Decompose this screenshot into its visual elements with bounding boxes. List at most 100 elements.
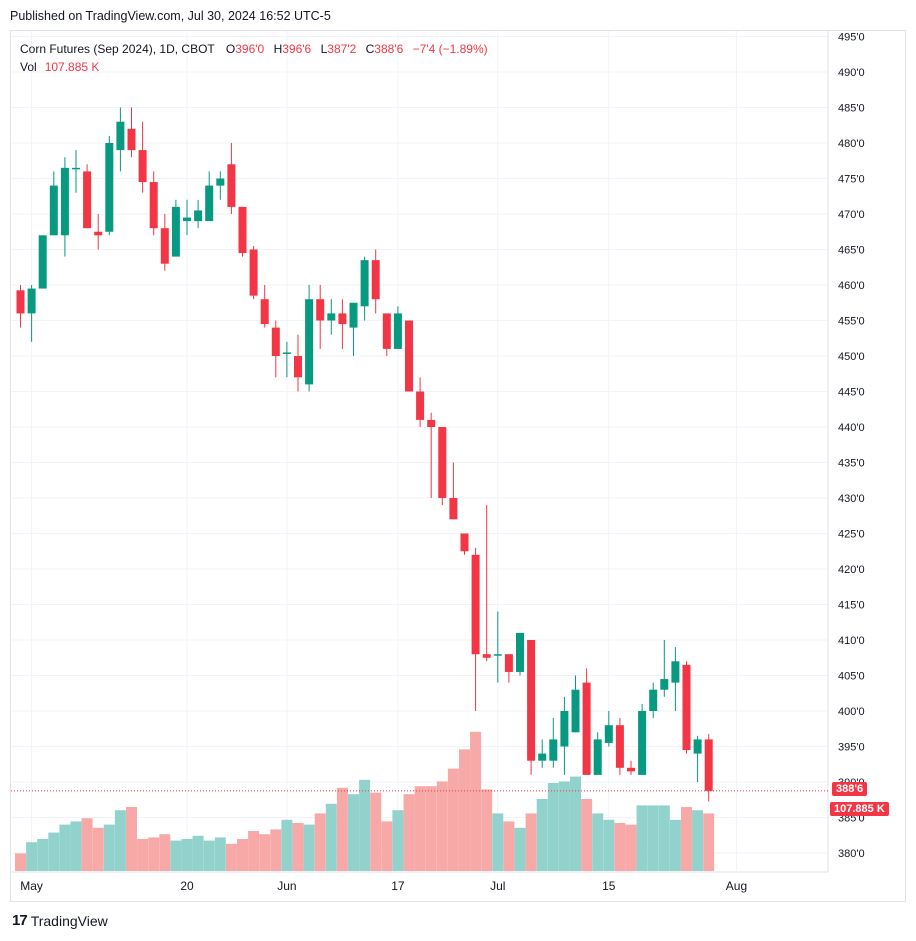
chart-legend: Corn Futures (Sep 2024), 1D, CBOT O396'0… (20, 40, 488, 76)
candle-body (327, 313, 336, 321)
candle-body (205, 185, 214, 222)
volume-bar (592, 813, 604, 871)
chart-frame[interactable] (10, 30, 906, 902)
candle-body (238, 206, 247, 254)
candle-body (604, 725, 613, 743)
candle-body (72, 167, 80, 170)
x-tick-label: May (20, 879, 43, 893)
y-tick-label: 395'0 (838, 742, 865, 754)
volume-bar (37, 839, 49, 871)
volume-bar (26, 842, 38, 871)
volume-bar (15, 853, 26, 871)
volume-bar (314, 813, 326, 871)
y-tick-label: 405'0 (838, 671, 865, 683)
volume-bar (481, 789, 493, 871)
high-label: H (273, 42, 283, 56)
candle-body (482, 654, 491, 658)
volume-bar (603, 819, 615, 871)
candle-body (105, 143, 114, 232)
close-label: C (365, 42, 375, 56)
y-tick-label: 425'0 (838, 529, 865, 541)
candle-body (216, 178, 225, 186)
y-tick-label: 450'0 (838, 351, 865, 363)
candle-body (49, 185, 58, 236)
y-tick-label: 410'0 (838, 635, 865, 647)
volume-bar (270, 829, 282, 871)
candle-body (83, 171, 92, 229)
candle-body (660, 679, 669, 690)
volume-bar (292, 823, 304, 871)
candle-body (160, 228, 169, 264)
open-value: 396'0 (235, 42, 265, 56)
high-value: 396'6 (282, 42, 312, 56)
volume-bar (92, 827, 104, 871)
volume-bar (281, 819, 293, 871)
candle-body (305, 299, 314, 385)
volume-bar (547, 783, 559, 871)
volume-bar (214, 837, 226, 871)
y-tick-label: 380'0 (838, 848, 865, 860)
candle-body (427, 419, 436, 427)
candle-body (127, 128, 136, 151)
y-tick-label: 440'0 (838, 422, 865, 434)
candle-body (693, 739, 702, 754)
volume-bar (692, 810, 704, 871)
open-label: O (225, 42, 236, 56)
y-tick-label: 430'0 (838, 493, 865, 505)
tradingview-logo-icon: 17 (12, 912, 28, 929)
candle-body (183, 217, 191, 222)
volume-bar (514, 827, 526, 871)
volume-bar (658, 805, 670, 871)
candle-body (582, 682, 591, 775)
candle-body (171, 206, 180, 257)
volume-bar (436, 781, 448, 871)
volume-bar (669, 819, 681, 871)
y-tick-label: 485'0 (838, 103, 865, 115)
candle-body (460, 533, 469, 552)
volume-bar (103, 824, 115, 871)
volume-bar (703, 813, 715, 871)
candle-body (527, 640, 536, 761)
candle-body (360, 260, 369, 307)
x-tick-label: 17 (391, 879, 405, 893)
x-tick-label: Jun (277, 879, 296, 893)
volume-bar (492, 813, 504, 871)
candle-body (194, 210, 203, 222)
volume-bar (48, 832, 60, 871)
y-tick-label: 415'0 (838, 600, 865, 612)
volume-bar (470, 731, 482, 871)
last-volume-badge: 107.885 K (830, 802, 889, 816)
candle-body (516, 632, 524, 672)
volume-bar (59, 824, 71, 871)
candle-body (571, 689, 580, 733)
y-tick-label: 465'0 (838, 245, 865, 257)
volume-bar (159, 834, 171, 871)
volume-bar (348, 794, 359, 871)
volume-bar (447, 768, 459, 871)
volume-bar (370, 792, 382, 871)
volume-bar (181, 839, 193, 871)
candle-body (504, 654, 513, 672)
candle-body (615, 725, 624, 768)
y-tick-label: 455'0 (838, 316, 865, 328)
volume-bar (325, 803, 337, 871)
volume-bar (536, 799, 548, 871)
candle-body (338, 313, 347, 325)
volume-bar (558, 781, 570, 871)
volume-bar (237, 839, 248, 871)
volume-bar (614, 823, 626, 871)
y-tick-label: 460'0 (838, 280, 865, 292)
volume-bar (681, 807, 692, 871)
candle-body (449, 498, 458, 520)
y-tick-label: 480'0 (838, 138, 865, 150)
tradingview-logo[interactable]: 17 TradingView (12, 912, 108, 929)
candle-body (405, 320, 413, 392)
volume-bar (636, 805, 648, 871)
y-tick-label: 420'0 (838, 564, 865, 576)
candle-body (438, 427, 447, 498)
volume-bar (114, 810, 126, 871)
candle-body (38, 235, 47, 289)
candle-body (393, 313, 402, 349)
volume-bar (81, 818, 93, 871)
